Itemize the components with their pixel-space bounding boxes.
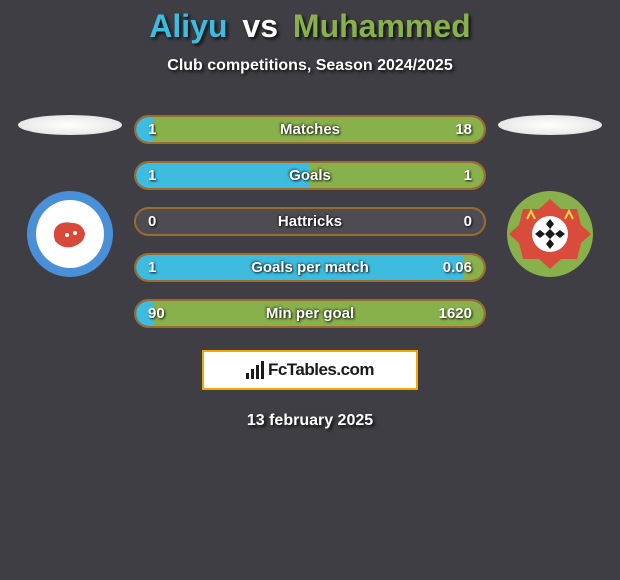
vs-label: vs <box>242 8 278 44</box>
player1-name: Aliyu <box>149 8 227 44</box>
stat-row: 10.06Goals per match <box>134 253 486 282</box>
stats-list: 118Matches 11Goals 00Hattricks 10.06Goals p… <box>134 115 486 328</box>
stat-row: 901620Min per goal <box>134 299 486 328</box>
stat-row: 118Matches <box>134 115 486 144</box>
player1-avatar-placeholder <box>18 115 122 135</box>
date-label: 13 february 2025 <box>0 412 620 430</box>
watermark: FcTables.com <box>202 350 418 390</box>
stat-label: Hattricks <box>136 213 484 230</box>
page-title: Aliyu vs Muhammed <box>0 8 620 45</box>
stat-label: Min per goal <box>136 305 484 322</box>
stat-label: Matches <box>136 121 484 138</box>
subtitle: Club competitions, Season 2024/2025 <box>0 57 620 75</box>
left-side <box>18 115 122 277</box>
stat-label: Goals per match <box>136 259 484 276</box>
player2-name: Muhammed <box>293 8 471 44</box>
right-side <box>498 115 602 277</box>
stat-row: 00Hattricks <box>134 207 486 236</box>
comparison-card: Aliyu vs Muhammed Club competitions, Sea… <box>0 0 620 430</box>
bar-chart-icon <box>246 361 264 379</box>
stat-row: 11Goals <box>134 161 486 190</box>
player2-avatar-placeholder <box>498 115 602 135</box>
stat-label: Goals <box>136 167 484 184</box>
player2-club-badge <box>507 191 593 277</box>
player1-club-badge <box>27 191 113 277</box>
main-content: 118Matches 11Goals 00Hattricks 10.06Goals p… <box>0 115 620 328</box>
watermark-text: FcTables.com <box>268 360 374 380</box>
